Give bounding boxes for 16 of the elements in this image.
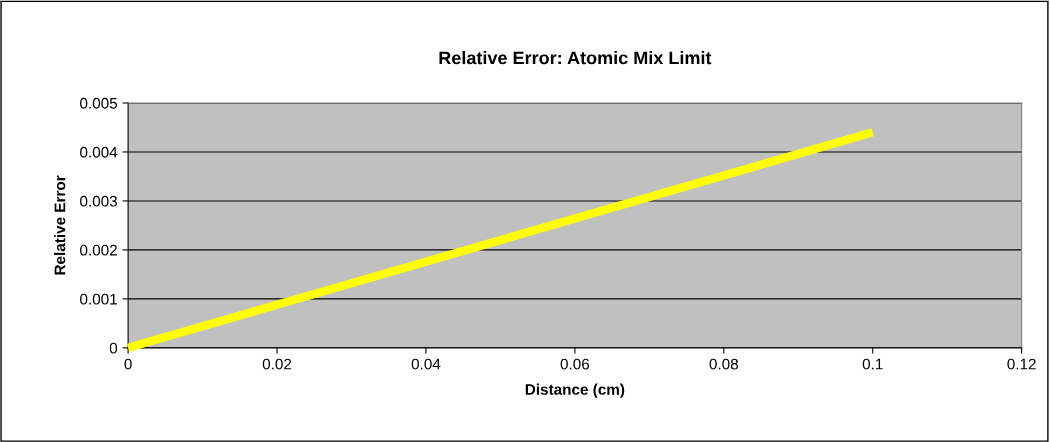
y-tick-label: 0.003 [80,195,118,207]
y-tick-label: 0.005 [80,97,118,109]
x-tick-label: 0.08 [709,358,738,370]
x-tick-label: 0.02 [262,358,292,370]
x-tick-label: 0 [124,358,132,370]
y-tick-label: 0.001 [80,293,117,305]
x-tick-label: 0.1 [862,358,883,370]
x-tick-label: 0.04 [411,358,441,370]
y-tick-label: 0.002 [80,244,117,256]
x-tick-label: 0.12 [1007,358,1036,370]
x-axis-title: Distance (cm) [525,383,625,398]
y-axis-title: Relative Error [54,175,66,275]
y-tick-label: 0.004 [80,146,118,158]
x-tick-label: 0.06 [560,358,590,370]
chart-title: Relative Error: Atomic Mix Limit [439,51,712,65]
y-tick-label: 0 [109,342,118,354]
